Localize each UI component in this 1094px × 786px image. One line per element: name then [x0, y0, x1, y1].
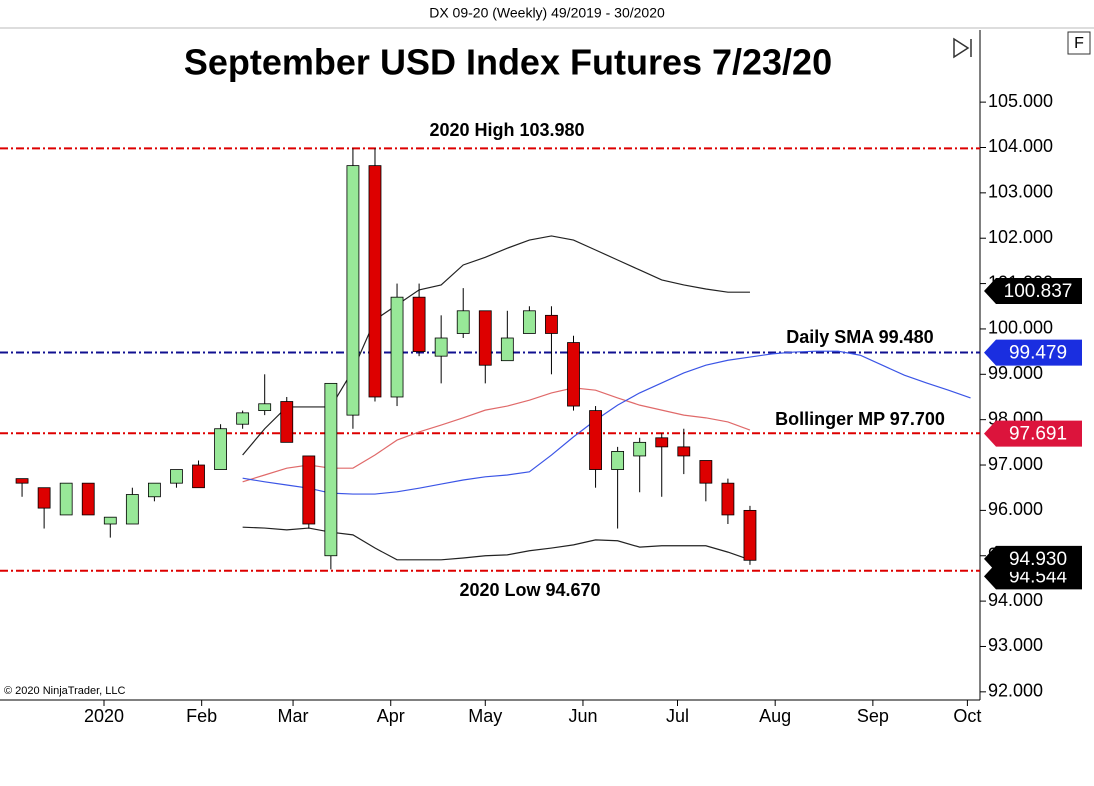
candle-body [743, 509, 757, 561]
candle-body [125, 494, 139, 525]
candle-body [412, 296, 426, 353]
y-tick-label: 96.000 [988, 499, 1043, 519]
y-tick-label: 94.000 [988, 590, 1043, 610]
x-tick-label: Aug [759, 706, 791, 726]
x-tick-label: Jun [568, 706, 597, 726]
y-tick-label: 92.000 [988, 681, 1043, 701]
candle-body [545, 314, 558, 334]
candle-body [192, 464, 205, 489]
candle-body [699, 460, 713, 484]
x-tick-label: Sep [857, 706, 889, 726]
candle-body [390, 296, 404, 398]
candle-body [522, 310, 536, 334]
candle-body [567, 342, 580, 407]
candle-body [258, 403, 272, 411]
y-tick-label: 99.000 [988, 363, 1043, 383]
candle-body [655, 437, 669, 448]
scroll-icon [953, 37, 972, 59]
reference-label: 2020 Low 94.670 [459, 580, 600, 600]
indicator-line [242, 350, 971, 495]
price-marker-label: 99.479 [1009, 343, 1067, 364]
candle-body [37, 487, 51, 509]
candle-body [478, 310, 492, 366]
button-label[interactable]: F [1074, 35, 1084, 52]
button[interactable] [1067, 31, 1091, 55]
price-marker-label: 97.691 [1009, 424, 1067, 445]
candle-body [611, 451, 625, 470]
y-tick-label: 100.000 [988, 318, 1053, 338]
candle-body [214, 428, 227, 470]
price-marker-label: 100.837 [1004, 281, 1073, 302]
candle-body [434, 337, 448, 357]
y-tick-label: 102.000 [988, 227, 1053, 247]
candle-body [324, 382, 338, 557]
candle-body [280, 401, 294, 443]
reference-label: 2020 High 103.980 [429, 120, 584, 140]
y-tick-label: 104.000 [988, 136, 1053, 156]
x-tick-label: Jul [666, 706, 689, 726]
header: DX 09-20 (Weekly) 49/2019 - 30/2020 [429, 5, 665, 21]
copyright: © 2020 NinjaTrader, LLC [4, 685, 125, 697]
candle-body [721, 482, 735, 516]
x-tick-label: Mar [278, 706, 309, 726]
candle-body [589, 410, 602, 470]
x-tick-label: Apr [377, 706, 405, 726]
y-tick-label: 97.000 [988, 454, 1043, 474]
candle-body [500, 337, 514, 362]
reference-label: Bollinger MP 97.700 [775, 409, 945, 429]
candle-body [81, 482, 95, 516]
candle-body [368, 165, 382, 398]
x-tick-label: Oct [953, 706, 981, 726]
candle-body [59, 482, 73, 516]
candle-body [456, 310, 470, 334]
chart-title: September USD Index Futures 7/23/20 [184, 42, 832, 83]
price-marker [984, 277, 1082, 304]
price-marker [984, 545, 1082, 572]
candle-body [103, 516, 117, 525]
price-marker [984, 420, 1082, 447]
x-tick-label: Feb [186, 706, 217, 726]
reference-label: Daily SMA 99.480 [786, 327, 933, 347]
price-marker [984, 339, 1082, 366]
y-tick-label: 105.000 [988, 91, 1053, 111]
candle-body [15, 478, 29, 484]
candle-body [346, 165, 360, 416]
x-tick-label: 2020 [84, 706, 124, 726]
price-marker-label: 94.930 [1009, 549, 1067, 570]
y-tick-label: 103.000 [988, 182, 1053, 202]
x-tick-label: May [468, 706, 502, 726]
candle-body [633, 441, 647, 457]
candle-body [677, 446, 691, 457]
candle-body [302, 455, 316, 525]
candle-body [148, 482, 161, 498]
candle-body [170, 469, 183, 484]
y-tick-label: 93.000 [988, 635, 1043, 655]
candle-body [236, 412, 250, 425]
